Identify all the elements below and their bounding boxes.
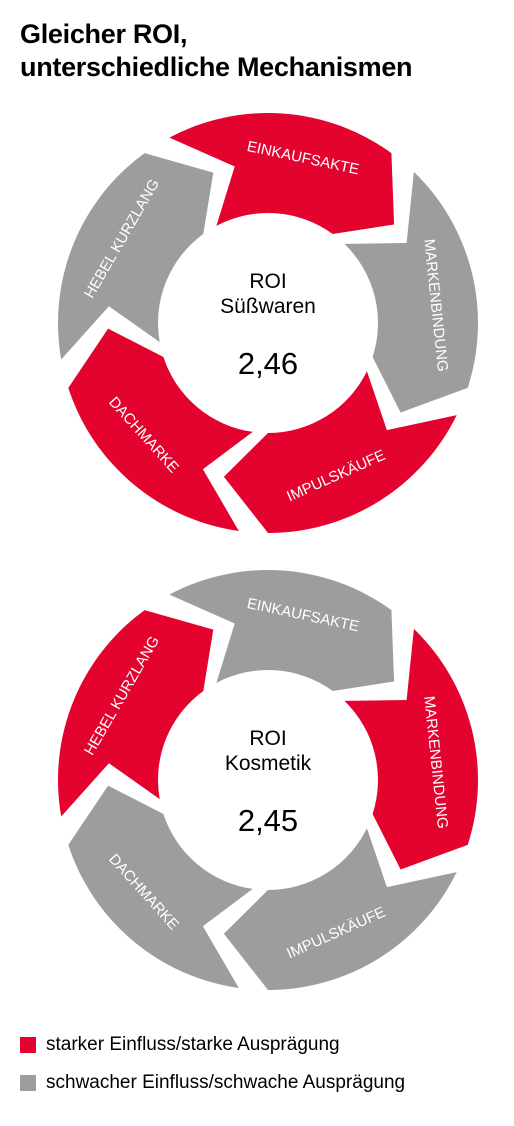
segment-impulskaeufe (223, 828, 457, 990)
center-roi-value: 2,46 (238, 346, 298, 381)
legend-label-weak: schwacher Einfluss/schwache Ausprägung (46, 1072, 406, 1093)
center-roi-label: ROI (249, 270, 286, 293)
segment-einkaufsakte (169, 570, 395, 691)
page-title: Gleicher ROI, unterschiedliche Mechanism… (20, 18, 413, 84)
legend-swatch-strong (20, 1037, 36, 1053)
segment-dachmarke (68, 328, 253, 531)
center-roi-label: ROI (249, 727, 286, 750)
title-line-2: unterschiedliche Mechanismen (20, 52, 413, 82)
roi-cycle-diagram-kosmetik: EINKAUFSAKTEMARKENBINDUNGIMPULSKÄUFEDACH… (58, 570, 478, 990)
segment-impulskaeufe (223, 371, 457, 533)
segment-hebel-kurzlang (58, 610, 214, 817)
segment-markenbindung (344, 171, 478, 413)
roi-cycle-diagram-suesswaren: EINKAUFSAKTEMARKENBINDUNGIMPULSKÄUFEDACH… (58, 113, 478, 533)
segment-markenbindung (344, 628, 478, 870)
center-roi-value: 2,45 (238, 803, 298, 838)
segment-dachmarke (68, 785, 253, 988)
title-line-1: Gleicher ROI, (20, 19, 188, 49)
segment-einkaufsakte (169, 113, 395, 234)
center-circle (175, 230, 361, 416)
segment-hebel-kurzlang (58, 153, 214, 360)
center-circle (175, 687, 361, 873)
legend-swatch-weak (20, 1075, 36, 1091)
center-category: Kosmetik (225, 752, 312, 775)
legend-label-strong: starker Einfluss/starke Ausprägung (46, 1034, 340, 1055)
center-category: Süßwaren (220, 295, 316, 318)
